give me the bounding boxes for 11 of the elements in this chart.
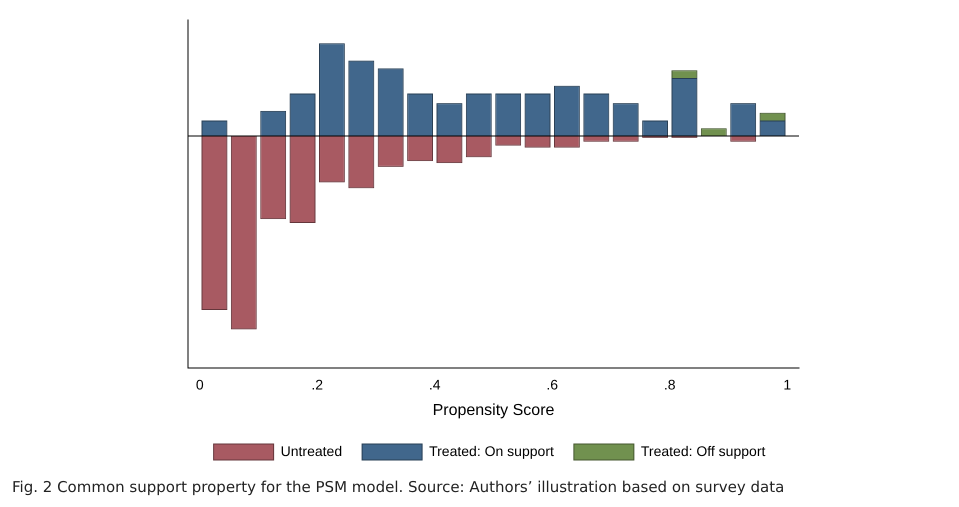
legend-label: Treated: Off support — [640, 442, 766, 459]
x-tick-label: 0 — [196, 376, 204, 392]
caption: Fig. 2 Common support property for the PSM model. Source: Authors’ illustration based on survey data — [12, 478, 784, 496]
legend-label: Untreated — [280, 442, 342, 459]
x-tick-label: .6 — [546, 376, 558, 392]
x-tick-label: .4 — [428, 376, 441, 392]
x-axis-title: Propensity Score — [432, 402, 555, 419]
x-tick-label: .8 — [664, 376, 676, 392]
x-tick-label: .2 — [311, 376, 324, 392]
x-tick-label: 1 — [783, 376, 792, 392]
legend-label: Treated: On support — [429, 442, 554, 459]
